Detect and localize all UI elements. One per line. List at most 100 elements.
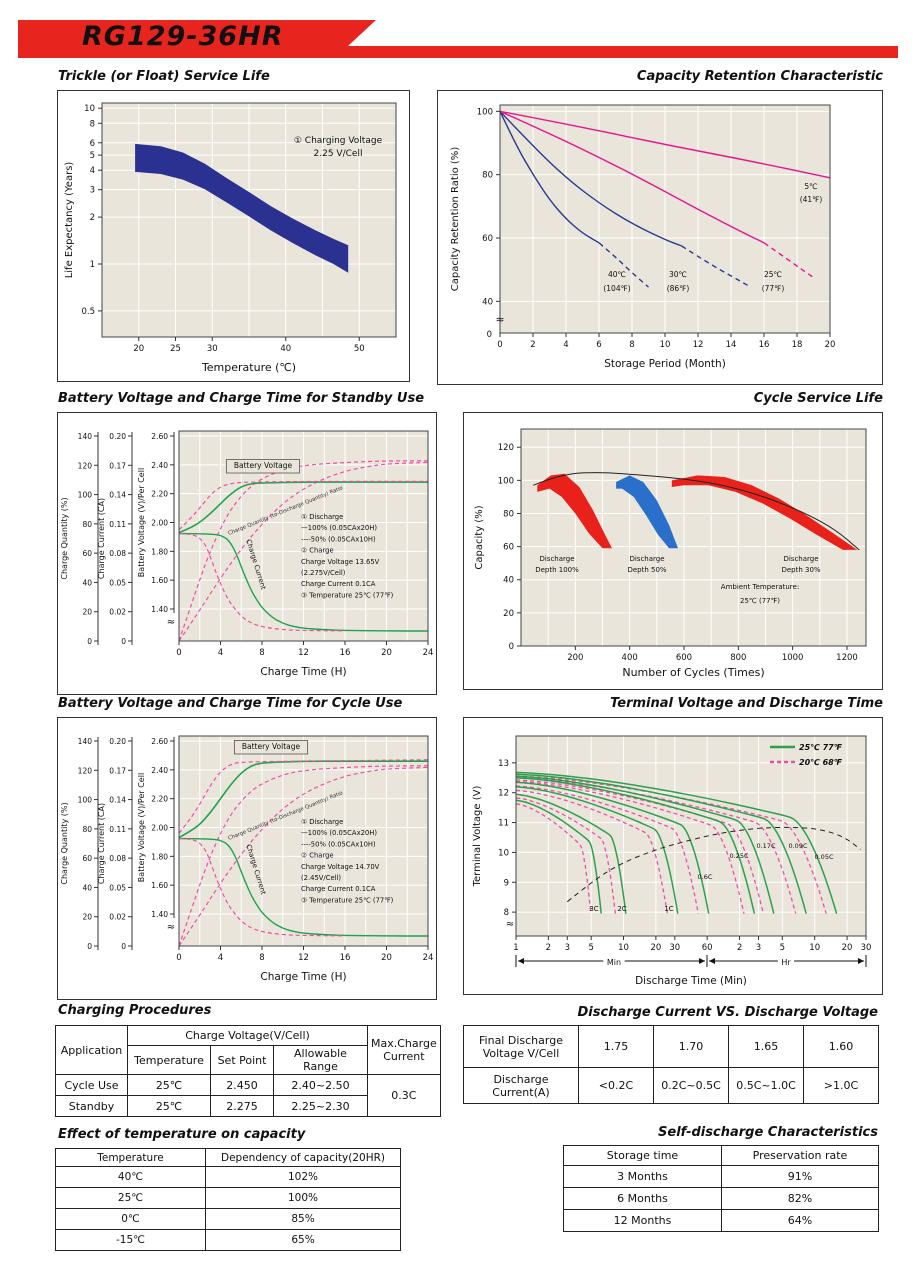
charging-header-charge-voltage: Charge Voltage(V/Cell) [127, 1025, 368, 1046]
svg-text:5℃: 5℃ [804, 182, 817, 191]
table-row: 25℃ 100% [55, 1187, 401, 1209]
svg-text:0: 0 [121, 942, 126, 951]
svg-text:100: 100 [78, 491, 93, 500]
svg-text:140: 140 [78, 432, 93, 441]
svg-text:12: 12 [693, 340, 704, 350]
svg-text:40: 40 [82, 883, 92, 892]
svg-text:③ Temperature 25℃ (77℉): ③ Temperature 25℃ (77℉) [301, 591, 394, 599]
table-row: Final Discharge Voltage V/Cell 1.75 1.70… [463, 1025, 879, 1068]
svg-text:60: 60 [82, 854, 92, 863]
svg-text:1: 1 [90, 260, 95, 270]
model-title: RG129-36HR [82, 21, 284, 52]
svg-text:0.14: 0.14 [109, 491, 126, 500]
svg-text:Life Expectancy (Years): Life Expectancy (Years) [64, 162, 75, 279]
svg-text:0.17: 0.17 [109, 766, 126, 775]
chart-panel-cycle-charge: 0 4 8 12 16 20 24 Charge Time (H) 0 20 40 60 80 100 12… [57, 717, 437, 1000]
charging-subheader-temperature: Temperature [127, 1045, 211, 1075]
svg-text:20: 20 [650, 943, 661, 953]
svg-text:3: 3 [565, 943, 570, 953]
svg-text:0.6C: 0.6C [698, 873, 713, 881]
temp-cell-40c: 40℃ [55, 1166, 206, 1188]
svg-text:Discharge Time (Min): Discharge Time (Min) [635, 975, 747, 987]
charging-header-max-charge-current: Max.Charge Current [367, 1025, 441, 1075]
svg-text:24: 24 [423, 953, 434, 963]
svg-text:0.11: 0.11 [109, 520, 126, 529]
svg-text:0: 0 [487, 330, 492, 340]
svg-text:20℃ 68℉: 20℃ 68℉ [799, 758, 843, 767]
svg-text:200: 200 [567, 653, 583, 663]
svg-text:2.40: 2.40 [151, 461, 168, 470]
float-service-life-chart: 20 25 30 40 50 Temperature (℃) 10 8 6 5 4 3 2 1 0.5 Lif… [64, 102, 397, 374]
temperature-capacity-table: Temperature Dependency of capacity(20HR)… [55, 1148, 401, 1251]
self-discharge-cell-12months: 12 Months [563, 1209, 722, 1232]
svg-text:2: 2 [546, 943, 551, 953]
svg-text:2.25 V/Cell: 2.25 V/Cell [314, 149, 363, 159]
svg-text:----50% (0.05CAx10H): ----50% (0.05CAx10H) [301, 535, 376, 543]
svg-text:2.20: 2.20 [151, 795, 168, 804]
table-row: Cycle Use 25℃ 2.450 2.40~2.50 0.3C [55, 1074, 441, 1117]
chart-panel-standby-charge: 0 4 8 12 16 20 24 Charge Time (H) 0 20 40 60 80 100 12… [57, 412, 437, 695]
svg-text:----50% (0.05CAx10H): ----50% (0.05CAx10H) [301, 840, 376, 848]
svg-text:(2.45V/Cell): (2.45V/Cell) [301, 874, 341, 882]
charging-cell-max-current: 0.3C [367, 1074, 441, 1117]
svg-text:Capacity (%): Capacity (%) [474, 505, 485, 569]
svg-text:0: 0 [176, 648, 181, 658]
svg-text:20: 20 [82, 913, 92, 922]
self-discharge-table: Storage time Preservation rate 3 Months … [563, 1145, 879, 1232]
svg-text:Battery Voltage: Battery Voltage [242, 742, 301, 751]
temp-cell-25c-value: 100% [205, 1187, 401, 1209]
svg-text:16: 16 [340, 953, 351, 963]
svg-text:80: 80 [82, 825, 92, 834]
svg-text:40: 40 [82, 578, 92, 587]
svg-text:1.60: 1.60 [151, 576, 168, 585]
svg-text:2.60: 2.60 [151, 737, 168, 746]
svg-text:Battery Voltage (V)/Per Cell: Battery Voltage (V)/Per Cell [137, 773, 146, 882]
self-discharge-cell-3months: 3 Months [563, 1165, 722, 1188]
svg-text:4: 4 [218, 953, 223, 963]
svg-text:Discharge: Discharge [539, 555, 574, 563]
temp-table-header-temperature: Temperature [55, 1148, 206, 1167]
svg-text:10: 10 [618, 943, 629, 953]
svg-text:0: 0 [497, 340, 502, 350]
table-row: 12 Months 64% [563, 1209, 879, 1232]
section-title-charging-procedures: Charging Procedures [58, 1003, 212, 1018]
svg-text:100: 100 [498, 476, 514, 486]
svg-text:② Charge: ② Charge [301, 852, 334, 860]
svg-text:Hr: Hr [781, 958, 791, 967]
svg-text:0: 0 [87, 942, 92, 951]
svg-text:0.11: 0.11 [109, 825, 126, 834]
temp-cell-25c: 25℃ [55, 1187, 206, 1209]
svg-text:0.02: 0.02 [109, 913, 126, 922]
charging-cell-standby-setpoint: 2.275 [210, 1095, 274, 1117]
svg-text:Ambient Temperature:: Ambient Temperature: [721, 583, 799, 591]
svg-text:120: 120 [78, 766, 93, 775]
section-title-capacity-retention: Capacity Retention Characteristic [636, 69, 883, 84]
chart-panel-float-life: 20 25 30 40 50 Temperature (℃) 10 8 6 5 4 3 2 1 0.5 Lif… [57, 90, 410, 382]
svg-text:10: 10 [809, 943, 820, 953]
svg-text:Capacity Retention Ratio (%): Capacity Retention Ratio (%) [450, 147, 461, 292]
svg-text:2.20: 2.20 [151, 490, 168, 499]
svg-text:① Discharge: ① Discharge [301, 513, 343, 521]
charging-cell-standby-temp: 25℃ [127, 1095, 211, 1117]
svg-text:Number of Cycles (Times): Number of Cycles (Times) [622, 666, 764, 679]
svg-text:1200: 1200 [836, 653, 858, 663]
svg-text:(104℉): (104℉) [603, 284, 630, 293]
svg-text:≈: ≈ [495, 313, 504, 326]
svg-text:11: 11 [498, 819, 509, 829]
self-discharge-header-storage: Storage time [563, 1145, 722, 1166]
standby-charge-chart: 0 4 8 12 16 20 24 Charge Time (H) 0 20 40 60 80 100 12… [60, 430, 433, 678]
svg-text:Storage Period (Month): Storage Period (Month) [604, 358, 726, 370]
svg-text:(77℉): (77℉) [762, 284, 785, 293]
svg-text:140: 140 [78, 737, 93, 746]
table-row: Discharge Current(A) <0.2C 0.2C~0.5C 0.5… [463, 1067, 879, 1104]
svg-text:60: 60 [482, 234, 493, 244]
svg-text:≈: ≈ [167, 922, 175, 933]
svg-text:0.08: 0.08 [109, 854, 126, 863]
svg-text:0.20: 0.20 [109, 737, 126, 746]
svg-text:0.25C: 0.25C [729, 852, 748, 860]
charging-subheader-set-point: Set Point [210, 1045, 274, 1075]
svg-text:20: 20 [825, 340, 836, 350]
svg-text:2: 2 [530, 340, 535, 350]
